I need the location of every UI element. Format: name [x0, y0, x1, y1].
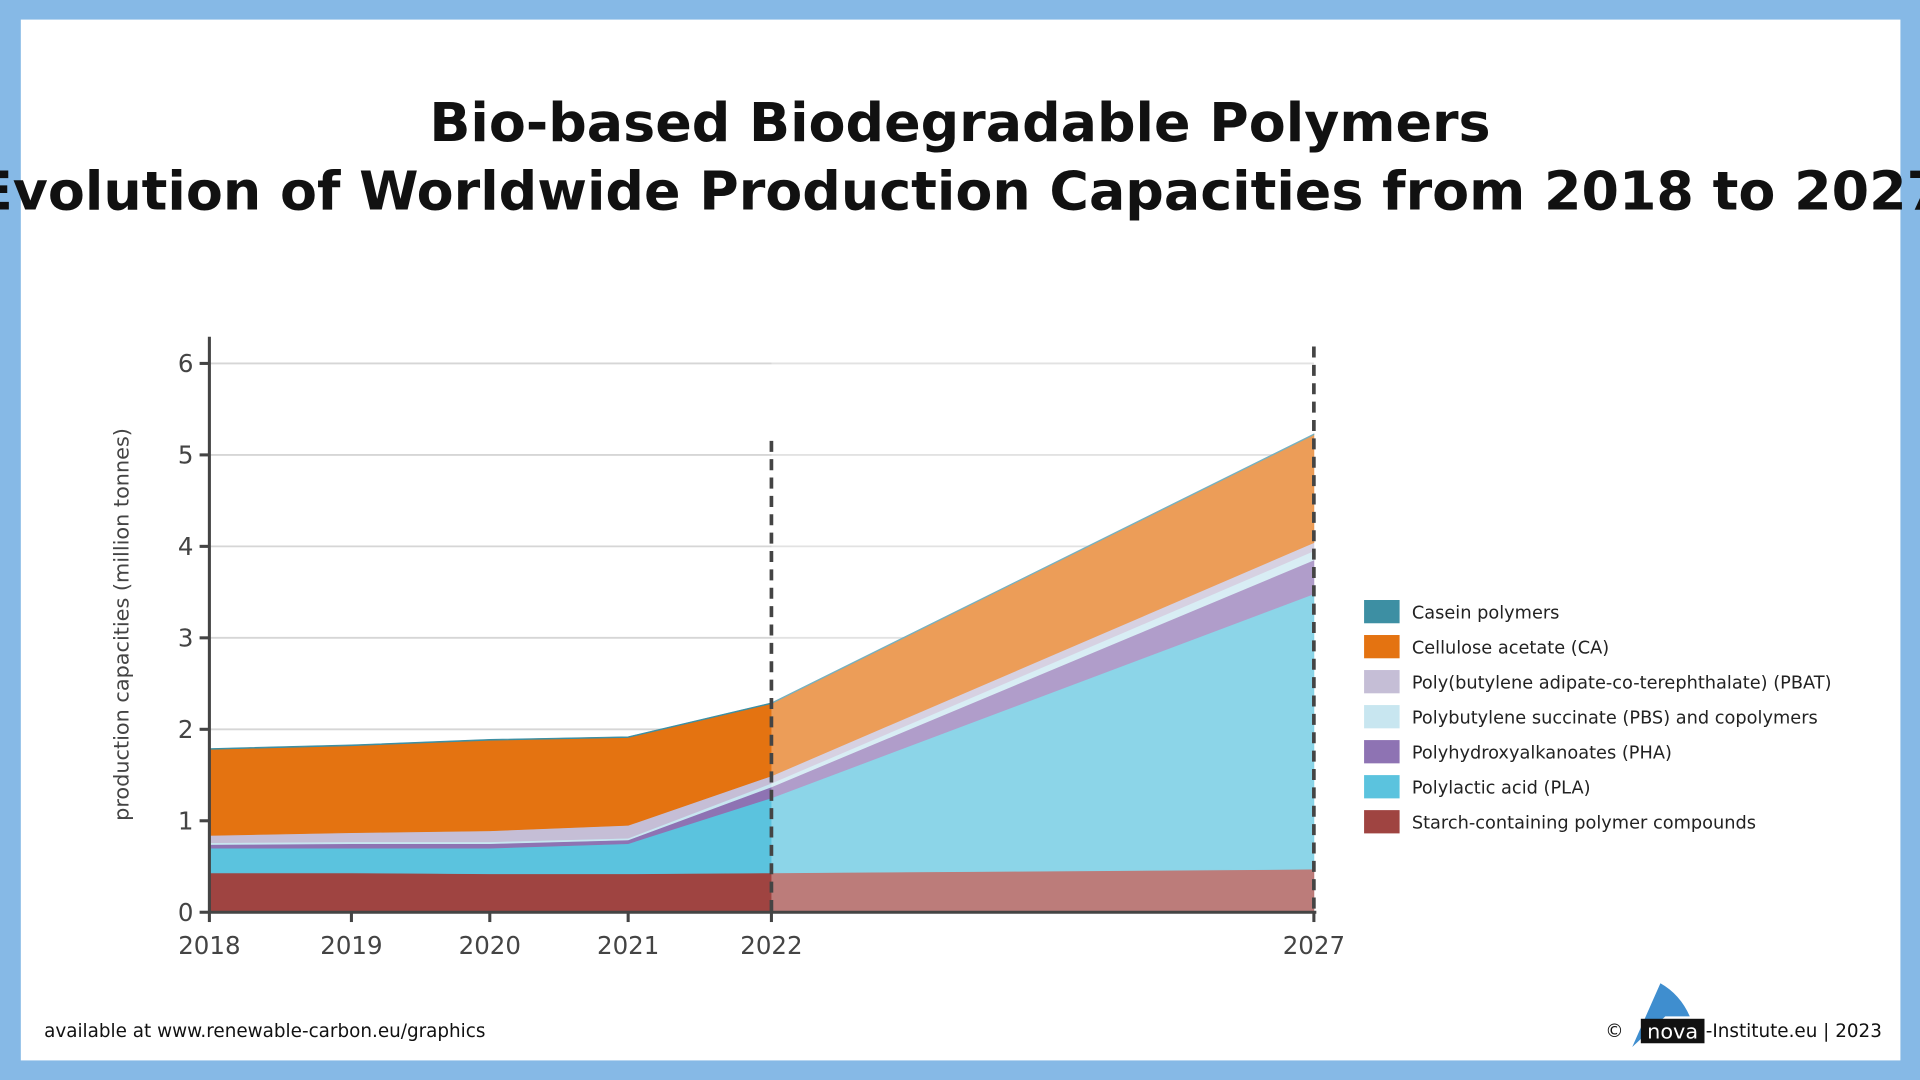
nova-logo: © nova -Institute.eu | 2023: [1605, 983, 1882, 1047]
legend-label: Starch-containing polymer compounds: [1412, 813, 1756, 833]
x-tick-label: 2021: [597, 931, 659, 960]
y-tick-label: 6: [178, 349, 194, 378]
y-tick-label: 0: [178, 898, 194, 927]
x-tick-label: 2018: [178, 931, 240, 960]
x-tick-label: 2019: [320, 931, 382, 960]
x-tick-label: 2022: [740, 931, 802, 960]
legend-label: Polylactic acid (PLA): [1412, 778, 1591, 798]
y-tick-label: 4: [178, 532, 194, 561]
area-casein-polymers: [209, 433, 1315, 750]
credit-text: -Institute.eu | 2023: [1706, 1021, 1882, 1042]
y-axis-label: production capacities (million tonnes): [110, 428, 134, 821]
legend-swatch: [1364, 810, 1400, 834]
legend-label: Polybutylene succinate (PBS) and copolym…: [1412, 708, 1818, 728]
y-tick-label: 1: [178, 806, 194, 835]
legend-label: Polyhydroxyalkanoates (PHA): [1412, 743, 1672, 763]
y-tick-label: 5: [178, 440, 194, 469]
x-tick-label: 2027: [1283, 931, 1345, 960]
forecast-fade-overlay: [771, 342, 1314, 913]
legend-swatch: [1364, 600, 1400, 624]
y-tick-label: 3: [178, 623, 194, 652]
legend-label: Poly(butylene adipate-co-terephthalate) …: [1412, 673, 1832, 693]
legend-swatch: [1364, 775, 1400, 799]
x-tick-label: 2020: [459, 931, 521, 960]
legend-swatch: [1364, 740, 1400, 764]
chart-title: Bio-based Biodegradable Polymers: [429, 91, 1490, 154]
nova-logo-box: [1640, 1018, 1705, 1044]
copyright-symbol: ©: [1605, 1021, 1623, 1042]
chart-subtitle: Evolution of Worldwide Production Capaci…: [0, 159, 1920, 222]
legend-swatch: [1364, 635, 1400, 659]
nova-logo-text: nova: [1647, 1019, 1698, 1043]
legend-label: Cellulose acetate (CA): [1412, 638, 1609, 658]
legend-label: Casein polymers: [1412, 603, 1560, 623]
source-note: available at www.renewable-carbon.eu/gra…: [44, 1021, 485, 1042]
legend-swatch: [1364, 670, 1400, 694]
y-tick-label: 2: [178, 715, 194, 744]
legend-swatch: [1364, 705, 1400, 729]
